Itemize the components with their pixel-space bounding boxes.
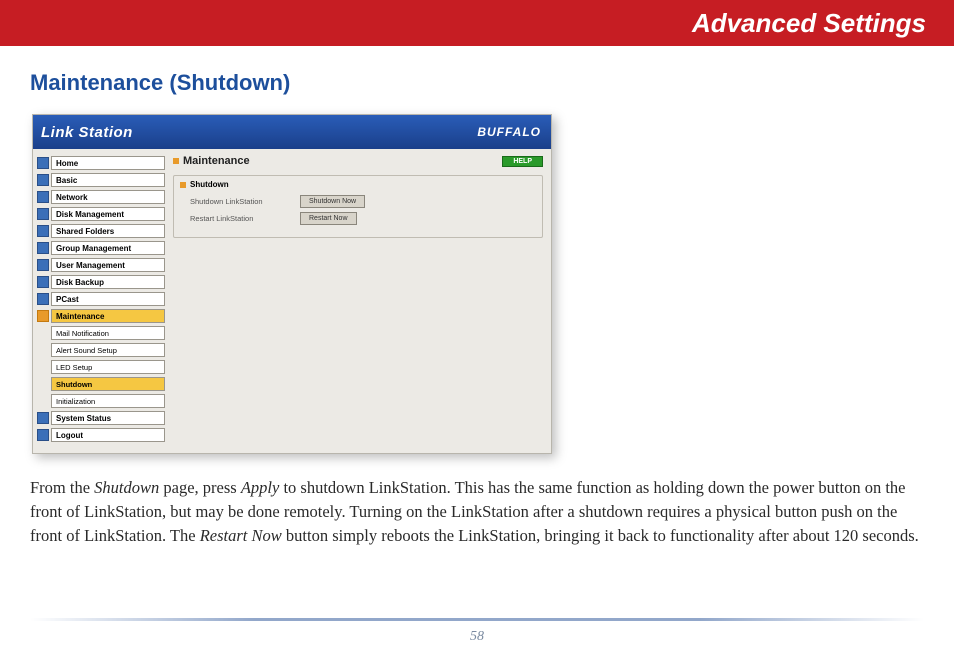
sidebar-item-logout[interactable]: Logout — [37, 427, 165, 443]
sidebar-item-disk-backup[interactable]: Disk Backup — [37, 274, 165, 290]
top-banner: Advanced Settings — [0, 0, 954, 46]
sidebar: Home Basic Network Disk Management Share… — [33, 149, 165, 453]
page-number: 58 — [470, 629, 484, 644]
basic-icon — [37, 174, 49, 186]
description-paragraph: From the Shutdown page, press Apply to s… — [30, 476, 924, 548]
bullet-icon — [173, 158, 179, 164]
maintenance-icon — [37, 310, 49, 322]
shutdown-block: Shutdown Shutdown LinkStation Shutdown N… — [173, 175, 543, 238]
sidebar-item-pcast[interactable]: PCast — [37, 291, 165, 307]
app-logo: Link Station — [41, 124, 133, 141]
sidebar-item-home[interactable]: Home — [37, 155, 165, 171]
pcast-icon — [37, 293, 49, 305]
sidebar-item-group-management[interactable]: Group Management — [37, 240, 165, 256]
restart-label: Restart LinkStation — [190, 214, 300, 223]
shutdown-row: Shutdown LinkStation Shutdown Now — [180, 195, 536, 208]
restart-now-button[interactable]: Restart Now — [300, 212, 357, 225]
backup-icon — [37, 276, 49, 288]
footer-rule — [30, 618, 924, 621]
bullet-icon — [180, 182, 186, 188]
main-panel: Maintenance HELP Shutdown Shutdown LinkS… — [165, 149, 551, 453]
sidebar-item-user-management[interactable]: User Management — [37, 257, 165, 273]
home-icon — [37, 157, 49, 169]
sidebar-item-disk-management[interactable]: Disk Management — [37, 206, 165, 222]
logout-icon — [37, 429, 49, 441]
sidebar-sub-led[interactable]: LED Setup — [51, 359, 165, 375]
user-icon — [37, 259, 49, 271]
app-header: Link Station BUFFALO — [33, 115, 551, 149]
sidebar-sub-initialization[interactable]: Initialization — [51, 393, 165, 409]
help-button[interactable]: HELP — [502, 156, 543, 167]
sub-heading: Shutdown — [180, 180, 536, 189]
restart-row: Restart LinkStation Restart Now — [180, 212, 536, 225]
sidebar-item-network[interactable]: Network — [37, 189, 165, 205]
section-heading: Maintenance (Shutdown) — [30, 70, 924, 96]
sidebar-item-basic[interactable]: Basic — [37, 172, 165, 188]
page-body: Maintenance (Shutdown) Link Station BUFF… — [0, 46, 954, 548]
page-footer: 58 — [30, 618, 924, 645]
sidebar-sub-alert-sound[interactable]: Alert Sound Setup — [51, 342, 165, 358]
shutdown-label: Shutdown LinkStation — [190, 197, 300, 206]
embedded-screenshot: Link Station BUFFALO Home Basic Network … — [32, 114, 552, 454]
banner-title: Advanced Settings — [692, 8, 926, 39]
disk-icon — [37, 208, 49, 220]
status-icon — [37, 412, 49, 424]
main-title: Maintenance — [173, 155, 250, 167]
folders-icon — [37, 225, 49, 237]
sidebar-sub-shutdown[interactable]: Shutdown — [51, 376, 165, 392]
sidebar-item-shared-folders[interactable]: Shared Folders — [37, 223, 165, 239]
sidebar-sub-mail[interactable]: Mail Notification — [51, 325, 165, 341]
network-icon — [37, 191, 49, 203]
group-icon — [37, 242, 49, 254]
sidebar-item-maintenance[interactable]: Maintenance — [37, 308, 165, 324]
brand-logo: BUFFALO — [477, 125, 541, 139]
shutdown-now-button[interactable]: Shutdown Now — [300, 195, 365, 208]
sidebar-item-system-status[interactable]: System Status — [37, 410, 165, 426]
